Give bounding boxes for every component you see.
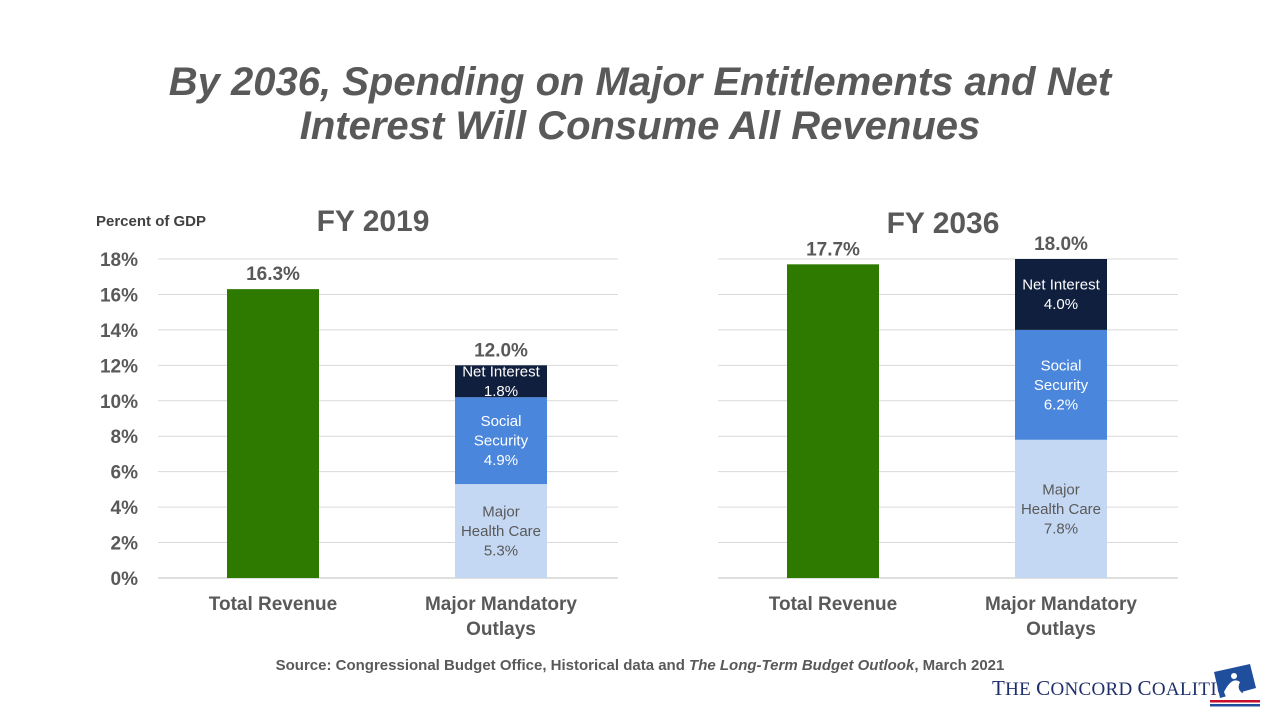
panel-title: FY 2019 <box>317 205 430 238</box>
y-tick-label: 12% <box>100 356 138 377</box>
segment-label: Social <box>481 413 522 430</box>
segment-label: Security <box>1034 377 1089 394</box>
segment-label: Major <box>482 504 520 521</box>
y-tick-label: 10% <box>100 392 138 413</box>
y-tick-label: 16% <box>100 285 138 306</box>
segment-label: Major <box>1042 481 1080 498</box>
segment-label: 6.2% <box>1044 396 1078 413</box>
bar-segment-social-security <box>455 397 547 485</box>
segment-label: 4.0% <box>1044 296 1078 313</box>
segment-label: 5.3% <box>484 543 518 560</box>
bar-total-label: 16.3% <box>246 264 300 285</box>
segment-label: Net Interest <box>462 364 540 381</box>
segment-label: Health Care <box>1021 501 1101 518</box>
x-category-label: Total Revenue <box>209 594 337 615</box>
x-category-label: Major Mandatory <box>985 594 1137 615</box>
bar-segment-total-revenue <box>787 264 879 578</box>
segment-label: Health Care <box>461 523 541 540</box>
segment-label: Social <box>1041 357 1082 374</box>
bar-segment-social-security <box>1015 329 1107 440</box>
bar-total-label: 18.0% <box>1034 234 1088 255</box>
minuteman-flag-icon <box>1210 664 1260 707</box>
concord-coalition-logo: THE CONCORD COALITION <box>992 662 1277 710</box>
bar-segment-net-interest <box>1015 259 1107 330</box>
bar-segment-major-health-care <box>1015 439 1107 578</box>
source-note: Source: Congressional Budget Office, His… <box>0 657 1280 674</box>
y-tick-label: 14% <box>100 321 138 342</box>
y-tick-label: 18% <box>100 250 138 271</box>
y-tick-label: 4% <box>111 498 139 519</box>
segment-label: 4.9% <box>484 452 518 469</box>
bar-total-label: 12.0% <box>474 340 528 361</box>
y-tick-label: 6% <box>111 463 139 484</box>
x-category-label: Major Mandatory <box>425 594 577 615</box>
source-italic: The Long-Term Budget Outlook <box>689 657 915 674</box>
bar-total-label: 17.7% <box>806 239 860 260</box>
y-tick-label: 8% <box>111 427 139 448</box>
segment-label: Net Interest <box>1022 277 1100 294</box>
title-line-2: Interest Will Consume All Revenues <box>299 104 981 148</box>
x-category-label: Total Revenue <box>769 594 897 615</box>
chart-title: By 2036, Spending on Major Entitlements … <box>0 60 1280 148</box>
segment-label: 7.8% <box>1044 520 1078 537</box>
bar-segment-total-revenue <box>227 289 319 578</box>
panel-title: FY 2036 <box>887 207 1000 240</box>
x-category-label: Outlays <box>466 619 536 640</box>
y-tick-label: 0% <box>111 569 139 590</box>
y-axis-label: Percent of GDP <box>96 213 206 230</box>
title-line-1: By 2036, Spending on Major Entitlements … <box>168 60 1112 104</box>
source-prefix: Source: Congressional Budget Office, His… <box>275 657 690 674</box>
logo-wordmark: THE CONCORD COALITION <box>992 676 1245 700</box>
y-tick-label: 2% <box>111 534 139 555</box>
segment-label: Security <box>474 433 529 450</box>
charts-canvas: 0% 2% 4% 6% 8% 10% 12% 14% 16% 18% Percent of GDP F… <box>96 205 1178 640</box>
bar-segment-net-interest <box>455 365 547 398</box>
segment-label: 1.8% <box>484 383 518 400</box>
x-category-label: Outlays <box>1026 619 1096 640</box>
source-suffix: , March 2021 <box>914 657 1005 674</box>
bar-segment-major-health-care <box>455 484 547 578</box>
